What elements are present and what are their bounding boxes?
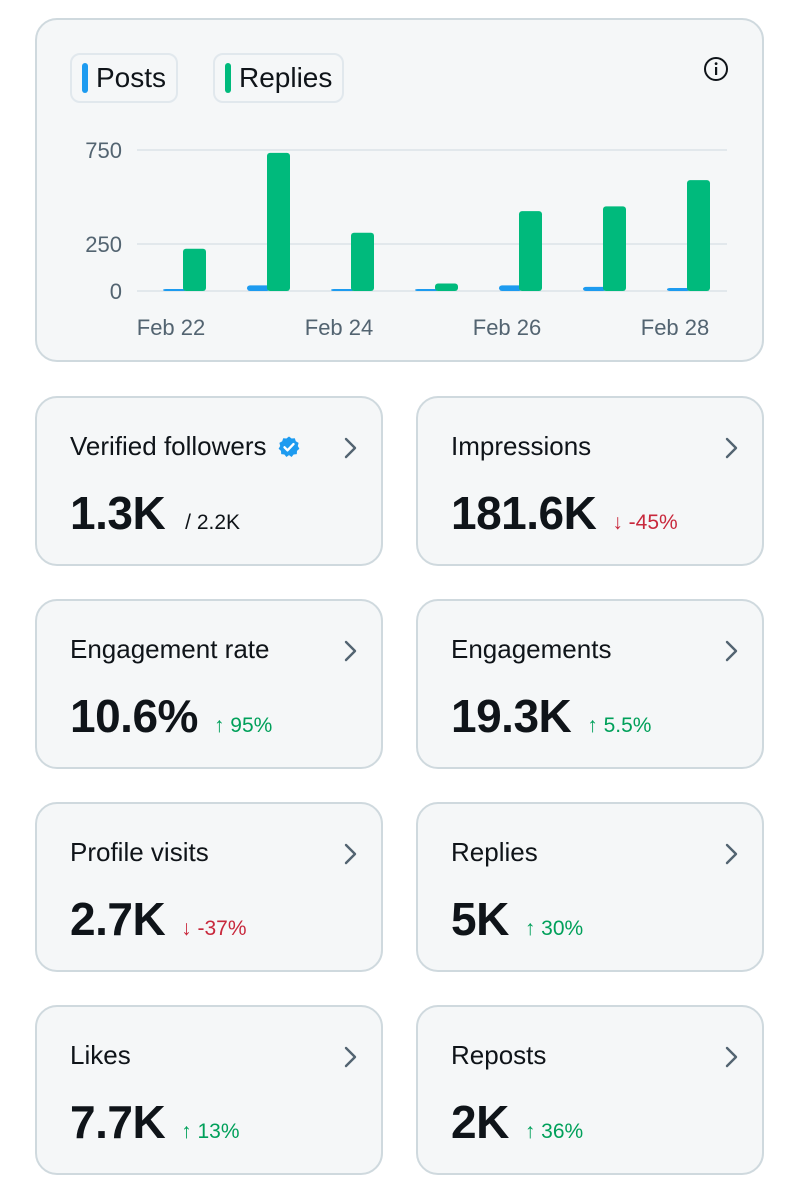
stat-value: 181.6K <box>451 487 597 539</box>
stat-delta-up: ↑ 5.5% <box>587 714 652 737</box>
replies-bar[interactable] <box>519 211 542 291</box>
legend-posts-label: Posts <box>96 62 167 93</box>
verified-badge-icon <box>278 436 299 457</box>
stat-title-text: Likes <box>70 1040 131 1070</box>
stat-value: 19.3K <box>451 690 572 742</box>
chevron-right-icon[interactable] <box>343 436 359 460</box>
stat-value: 2K <box>451 1096 509 1148</box>
replies-bar[interactable] <box>351 232 374 291</box>
posts-bar[interactable] <box>583 286 606 291</box>
chevron-right-icon[interactable] <box>343 842 359 866</box>
stat-delta-down: ↓ -37% <box>181 917 247 940</box>
stat-title: Engagements <box>451 634 611 665</box>
stat-card-engagements[interactable]: Engagements 19.3K ↑ 5.5% <box>416 599 764 769</box>
stat-value-row: 2.7K ↓ -37% <box>70 892 247 946</box>
replies-bar[interactable] <box>267 152 290 291</box>
stat-title: Impressions <box>451 431 591 462</box>
stat-title: Reposts <box>451 1040 546 1071</box>
stat-title-text: Profile visits <box>70 837 209 867</box>
chevron-right-icon[interactable] <box>724 639 740 663</box>
posts-bar[interactable] <box>163 289 186 291</box>
x-tick-label: Feb 22 <box>137 315 206 340</box>
stat-card-verified-followers[interactable]: Verified followers 1.3K / 2.2K <box>35 396 383 566</box>
x-tick-label: Feb 28 <box>641 315 710 340</box>
chart-card: 0 250 750 Feb 22 Feb 24 Feb 26 Feb 28 Posts Re… <box>35 18 764 362</box>
stat-title: Profile visits <box>70 837 209 868</box>
stat-card-impressions[interactable]: Impressions 181.6K ↓ -45% <box>416 396 764 566</box>
stat-value-row: 5K ↑ 30% <box>451 892 583 946</box>
stat-card-likes[interactable]: Likes 7.7K ↑ 13% <box>35 1005 383 1175</box>
posts-bar[interactable] <box>667 287 690 291</box>
stat-value-row: 7.7K ↑ 13% <box>70 1095 240 1149</box>
posts-bar[interactable] <box>247 285 270 291</box>
stat-delta-up: ↑ 13% <box>181 1120 240 1143</box>
stat-card-reposts[interactable]: Reposts 2K ↑ 36% <box>416 1005 764 1175</box>
stat-delta-up: ↑ 95% <box>213 714 273 737</box>
info-icon[interactable] <box>703 56 729 82</box>
stat-card-replies[interactable]: Replies 5K ↑ 30% <box>416 802 764 972</box>
stat-title: Engagement rate <box>70 634 269 665</box>
stat-value-row: 19.3K ↑ 5.5% <box>451 689 651 743</box>
stat-value: 1.3K <box>70 487 166 539</box>
stat-delta-down: ↓ -45% <box>612 511 678 534</box>
stat-title: Replies <box>451 837 538 868</box>
stat-total: / 2.2K <box>185 511 241 534</box>
legend-replies[interactable]: Replies <box>213 53 345 103</box>
stat-delta-up: ↑ 30% <box>524 917 584 940</box>
stat-value: 10.6% <box>70 690 198 742</box>
posts-bar[interactable] <box>331 289 354 291</box>
bar-chart: 0 250 750 Feb 22 Feb 24 Feb 26 Feb 28 <box>85 138 727 340</box>
replies-bar[interactable] <box>603 206 626 291</box>
stat-title-text: Impressions <box>451 431 592 461</box>
y-tick-label: 0 <box>110 279 122 304</box>
stat-title-text: Engagement rate <box>70 634 270 664</box>
chevron-right-icon[interactable] <box>724 436 740 460</box>
x-tick-label: Feb 26 <box>473 315 542 340</box>
stat-value: 7.7K <box>70 1096 166 1148</box>
x-tick-label: Feb 24 <box>305 315 374 340</box>
stat-card-engagement-rate[interactable]: Engagement rate 10.6% ↑ 95% <box>35 599 383 769</box>
chevron-right-icon[interactable] <box>724 842 740 866</box>
stat-title: Likes <box>70 1040 131 1071</box>
posts-swatch <box>82 63 88 93</box>
stat-value-row: 10.6% ↑ 95% <box>70 689 272 743</box>
replies-bar[interactable] <box>435 283 458 291</box>
stat-title: Verified followers <box>70 431 301 462</box>
posts-bar[interactable] <box>415 289 438 291</box>
stat-value-row: 1.3K / 2.2K <box>70 486 240 540</box>
y-tick-label: 250 <box>85 232 122 257</box>
y-tick-label: 750 <box>85 138 122 163</box>
legend-posts[interactable]: Posts <box>70 53 179 103</box>
stat-value: 5K <box>451 893 509 945</box>
stat-title-text: Replies <box>451 837 538 867</box>
stat-title-text: Engagements <box>451 634 612 664</box>
stat-value-row: 2K ↑ 36% <box>451 1095 583 1149</box>
legend-replies-label: Replies <box>239 62 333 93</box>
replies-bar[interactable] <box>183 248 206 291</box>
stat-card-profile-visits[interactable]: Profile visits 2.7K ↓ -37% <box>35 802 383 972</box>
stat-value: 2.7K <box>70 893 166 945</box>
chevron-right-icon[interactable] <box>343 639 359 663</box>
posts-bar[interactable] <box>499 285 522 291</box>
stat-delta-up: ↑ 36% <box>524 1120 584 1143</box>
stat-title-text: Verified followers <box>70 431 267 461</box>
replies-bar[interactable] <box>687 180 710 291</box>
stat-title-text: Reposts <box>451 1040 547 1070</box>
replies-swatch <box>225 63 231 93</box>
chevron-right-icon[interactable] <box>724 1045 740 1069</box>
chevron-right-icon[interactable] <box>343 1045 359 1069</box>
stat-value-row: 181.6K ↓ -45% <box>451 486 678 540</box>
